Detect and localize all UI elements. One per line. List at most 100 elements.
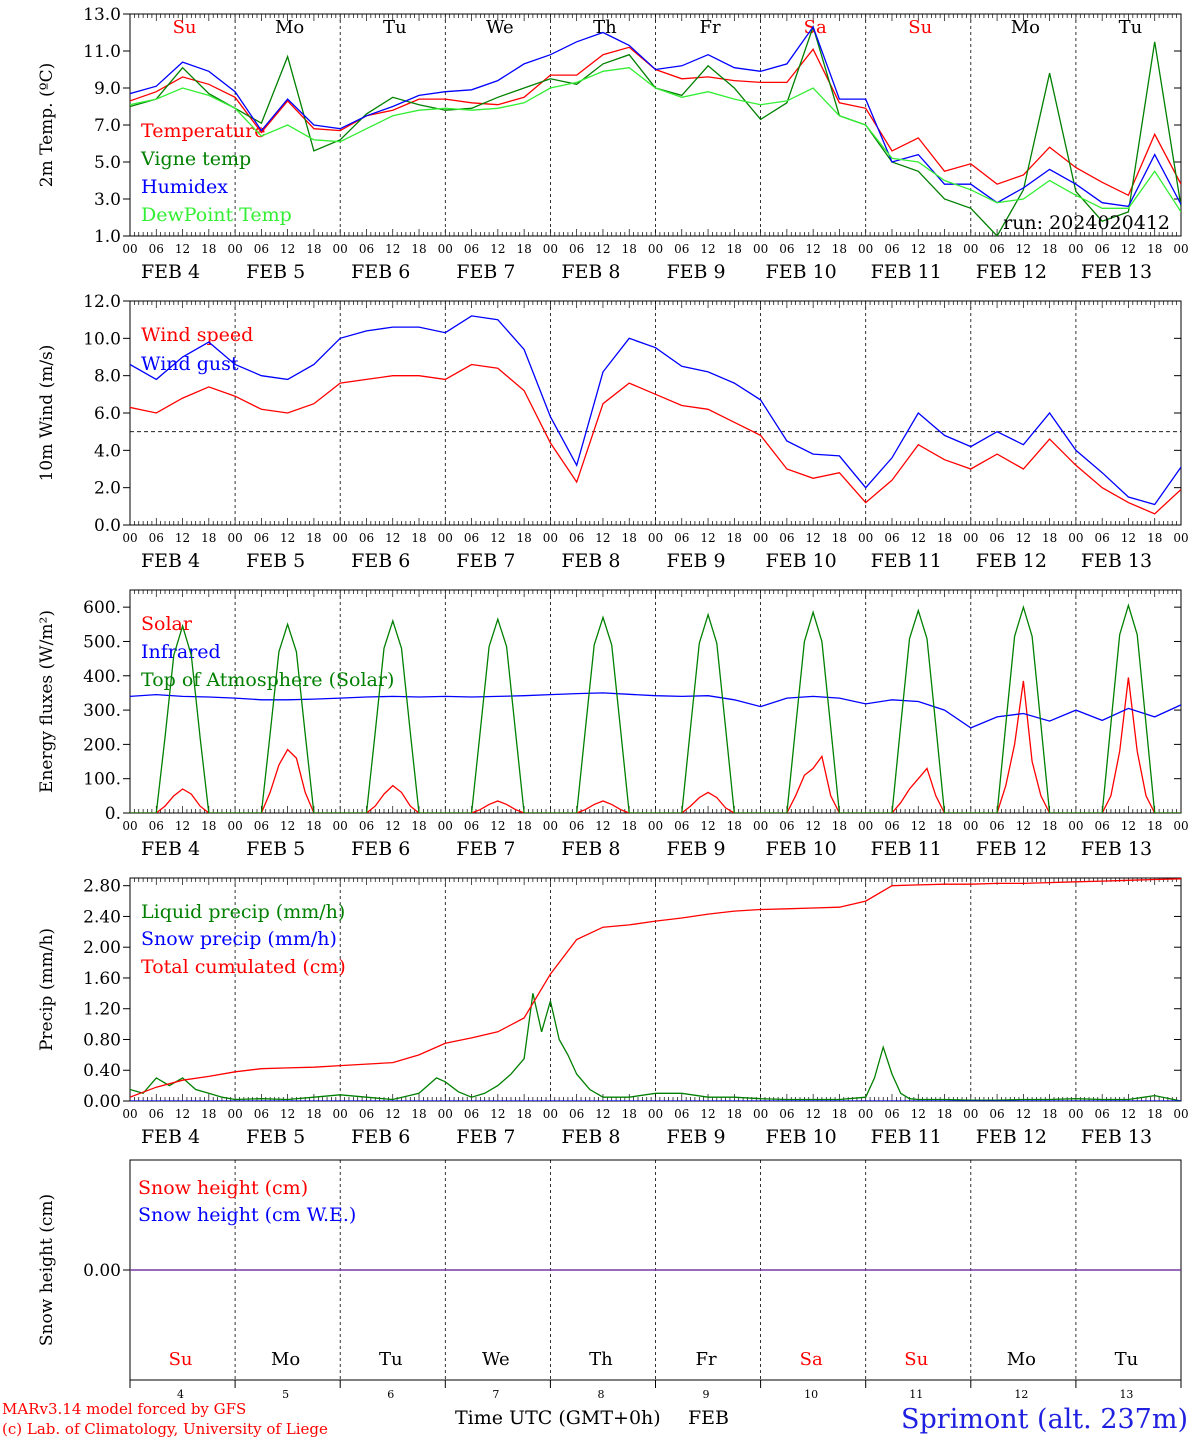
wind-hour-label: 12	[385, 531, 400, 545]
energy-hour-label: 00	[648, 819, 663, 833]
temp-hour-label: 18	[937, 242, 952, 256]
precip-y-axis-label: Precip (mm/h)	[37, 928, 57, 1051]
energy-hour-label: 00	[753, 819, 768, 833]
precip-hour-label: 06	[779, 1107, 794, 1121]
energy-hour-label: 06	[569, 819, 584, 833]
temp-hour-label: 06	[884, 242, 899, 256]
snow-day-name: Mo	[271, 1349, 300, 1370]
precip-date-label: FEB 13	[1081, 1126, 1152, 1148]
temp-date-label: FEB 7	[456, 261, 515, 283]
wind-hour-label: 18	[1147, 531, 1162, 545]
wind-hour-label: 06	[569, 531, 584, 545]
precip-y-tick-label: 2.00	[83, 938, 121, 958]
wind-hour-label: 06	[779, 531, 794, 545]
precip-hour-label: 18	[622, 1107, 637, 1121]
precip-date-label: FEB 4	[141, 1126, 200, 1148]
wind-date-label: FEB 12	[976, 550, 1047, 572]
precip-legend-item: Snow precip (mm/h)	[141, 928, 337, 950]
energy-date-label: FEB 5	[246, 838, 305, 860]
temp-hour-label: 18	[1042, 242, 1057, 256]
wind-hour-label: 12	[595, 531, 610, 545]
energy-panel: 00 06 12 18 00 06 12 18 00 06 12 18 00 06 12 18 00 06 12 18…	[37, 590, 1189, 860]
precip-hour-label: 00	[1068, 1107, 1083, 1121]
temp-hour-label: 12	[490, 242, 505, 256]
wind-y-tick-label: 2.0	[94, 479, 121, 499]
energy-hour-label: 18	[937, 819, 952, 833]
precip-hour-label: 18	[1147, 1107, 1162, 1121]
precip-y-tick-label: 2.80	[83, 877, 121, 897]
energy-hour-label: 06	[359, 819, 374, 833]
energy-hour-label: 06	[779, 819, 794, 833]
precip-hour-label: 06	[359, 1107, 374, 1121]
energy-hour-label: 18	[832, 819, 847, 833]
wind-hour-label: 00	[333, 531, 348, 545]
snow-day-name: Tu	[1115, 1349, 1139, 1370]
temp-legend-item: Vigne temp	[140, 148, 251, 170]
temp-day-name: Tu	[383, 17, 407, 38]
credit-model: MARv3.14 model forced by GFS	[2, 1400, 246, 1418]
x-axis-label: Time UTC (GMT+0h)	[455, 1407, 661, 1429]
precip-hour-label: 18	[727, 1107, 742, 1121]
wind-hour-label: 12	[1121, 531, 1136, 545]
energy-date-label: FEB 7	[456, 838, 515, 860]
temp-hour-label: 18	[832, 242, 847, 256]
snow-day-number: 9	[703, 1388, 710, 1401]
precip-date-label: FEB 9	[666, 1126, 725, 1148]
energy-hour-label: 18	[1042, 819, 1057, 833]
wind-date-label: FEB 6	[351, 550, 410, 572]
precip-hour-label: 18	[1042, 1107, 1057, 1121]
temp-y-tick-label: 3.0	[94, 190, 121, 210]
energy-hour-label: 12	[595, 819, 610, 833]
energy-legend-item: Top of Atmosphere (Solar)	[141, 669, 394, 691]
wind-hour-label: 06	[674, 531, 689, 545]
temp-hour-label: 18	[201, 242, 216, 256]
temp-day-name: Mo	[275, 17, 304, 38]
temp-panel: 00 06 12 18 00 06 12 18 00 06 12 18 00 06 12 18 00 06 12 18…	[37, 5, 1189, 283]
wind-hour-label: 06	[1095, 531, 1110, 545]
precip-hour-label: 12	[280, 1107, 295, 1121]
temp-date-label: FEB 11	[871, 261, 942, 283]
snow-day-name: Sa	[800, 1349, 823, 1370]
energy-hour-label: 00	[122, 819, 137, 833]
energy-date-label: FEB 8	[561, 838, 620, 860]
precip-legend-item: Liquid precip (mm/h)	[141, 901, 345, 923]
snow-day-number: 11	[909, 1388, 923, 1401]
wind-hour-label: 18	[201, 531, 216, 545]
wind-hour-label: 00	[227, 531, 242, 545]
wind-legend-item: Wind speed	[141, 324, 253, 346]
energy-date-label: FEB 4	[141, 838, 200, 860]
precip-date-label: FEB 5	[246, 1126, 305, 1148]
snow-day-name: Fr	[696, 1349, 717, 1370]
snow-day-name: Su	[169, 1349, 193, 1370]
energy-hour-label: 18	[727, 819, 742, 833]
wind-hour-label: 00	[122, 531, 137, 545]
precip-hour-label: 06	[254, 1107, 269, 1121]
energy-y-tick-label: 0.	[105, 804, 121, 824]
snow-day-name: Th	[589, 1349, 613, 1370]
temp-hour-label: 12	[595, 242, 610, 256]
temp-hour-label: 12	[280, 242, 295, 256]
wind-y-tick-label: 8.0	[94, 367, 121, 387]
temp-day-name: Fr	[700, 17, 721, 38]
precip-date-label: FEB 11	[871, 1126, 942, 1148]
energy-date-label: FEB 12	[976, 838, 1047, 860]
wind-y-tick-label: 6.0	[94, 404, 121, 424]
precip-hour-label: 18	[411, 1107, 426, 1121]
snow-day-name: Mo	[1007, 1349, 1036, 1370]
energy-hour-label: 06	[989, 819, 1004, 833]
precip-date-label: FEB 12	[976, 1126, 1047, 1148]
temp-hour-label: 06	[779, 242, 794, 256]
energy-hour-label: 00	[227, 819, 242, 833]
temp-hour-label: 06	[464, 242, 479, 256]
wind-y-tick-label: 10.0	[83, 329, 121, 349]
snow-day-number: 10	[804, 1388, 818, 1401]
energy-date-label: FEB 13	[1081, 838, 1152, 860]
wind-hour-label: 06	[884, 531, 899, 545]
meteogram: MARv3.14 model forced by GFS (c) Lab. of…	[0, 0, 1194, 1440]
temp-hour-label: 00	[963, 242, 978, 256]
snow-day-number: 6	[387, 1388, 394, 1401]
precip-hour-label: 00	[1173, 1107, 1188, 1121]
temp-hour-label: 18	[727, 242, 742, 256]
energy-date-label: FEB 6	[351, 838, 410, 860]
precip-date-label: FEB 8	[561, 1126, 620, 1148]
